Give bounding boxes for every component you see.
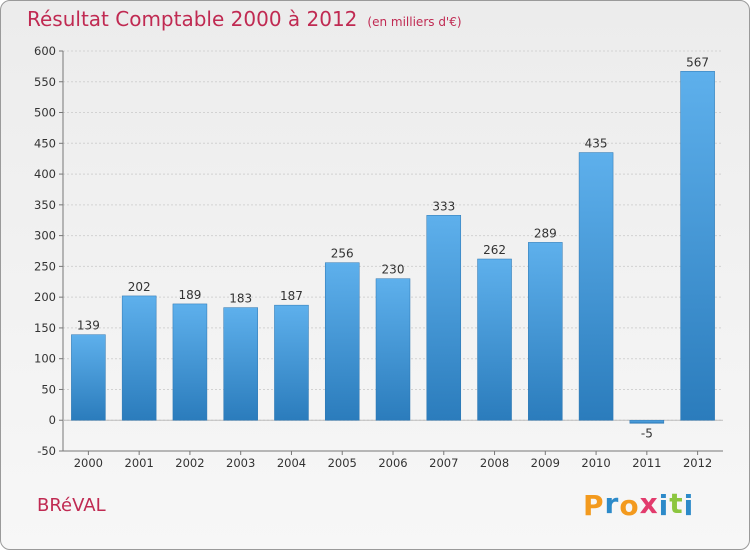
bar-2011 [629,419,665,424]
y-axis-ticks: -50 0 50 100 150 200 250 300 350 400 450 500 550 600 [34,44,63,458]
title-text: Résultat Comptable 2000 à 2012 [27,7,358,31]
data-label-2009: 289 [534,226,557,240]
bar-2008 [477,258,512,421]
chart-title: Résultat Comptable 2000 à 2012 (en millie… [27,7,462,31]
logo-letter: i [658,489,670,522]
bars [71,71,715,424]
data-label-2007: 333 [432,199,455,213]
x-tick-label-2009: 2009 [531,456,560,470]
y-tick-label: 300 [34,229,56,243]
data-label-2011: -5 [641,426,653,440]
bar-2010 [578,152,614,421]
logo-letter: P [583,489,605,522]
commune-name: BRéVAL [37,495,106,516]
data-label-2010: 435 [585,137,608,151]
bar-2000 [71,334,106,421]
data-label-2002: 189 [178,288,201,302]
data-label-2001: 202 [128,280,151,294]
x-tick-label-2012: 2012 [683,456,712,470]
x-tick-label-2008: 2008 [480,456,509,470]
bar-2003 [223,307,258,421]
y-tick-label: 250 [34,259,56,273]
x-tick-label-2007: 2007 [429,456,458,470]
bar-2012 [680,71,715,421]
y-tick-label: 600 [34,44,56,58]
x-tick-label-2002: 2002 [175,456,204,470]
y-tick-label: -50 [37,444,56,458]
data-label-2005: 256 [331,247,354,261]
logo-letter: i [683,489,695,522]
x-tick-label-2010: 2010 [581,456,610,470]
x-tick-label-2004: 2004 [277,456,306,470]
logo-letter: o [619,489,640,522]
y-tick-label: 200 [34,290,56,304]
logo-letter: x [639,487,659,520]
x-tick-label-2003: 2003 [226,456,255,470]
y-tick-label: 50 [41,382,56,396]
y-tick-label: 400 [34,167,56,181]
y-tick-label: 100 [34,352,56,366]
bar-2002 [172,303,208,421]
data-labels: 139 202 189 183 187 256 230 333 262 289 435 -5 567 [77,55,709,440]
bar-2001 [121,295,157,421]
x-axis-ticks: 2000 2001 2002 2003 2004 2005 2006 2007 2008 2009… [74,451,712,470]
bar-2007 [426,215,462,421]
logo-letter: t [669,487,684,520]
logo-letter: r [604,487,620,520]
data-label-2004: 187 [280,289,303,303]
x-tick-label-2001: 2001 [125,456,154,470]
y-tick-label: 350 [34,198,56,212]
x-tick-label-2005: 2005 [328,456,357,470]
bar-2009 [528,242,563,421]
y-tick-label: 150 [34,321,56,335]
y-tick-label: 550 [34,75,56,89]
data-label-2008: 262 [483,243,506,257]
y-tick-label: 450 [34,136,56,150]
data-label-2003: 183 [229,292,252,306]
data-label-2006: 230 [382,263,405,277]
bar-2004 [274,304,309,421]
x-tick-label-2011: 2011 [632,456,661,470]
y-tick-label: 0 [49,413,56,427]
y-tick-label: 500 [34,106,56,120]
proxiti-logo: Proxiti [583,487,695,522]
x-tick-label-2000: 2000 [74,456,103,470]
data-label-2000: 139 [77,319,100,333]
data-label-2012: 567 [686,55,709,69]
bar-2006 [375,278,411,421]
chart-subtitle: (en milliers d'€) [367,15,462,29]
x-tick-label-2006: 2006 [378,456,407,470]
bar-2005 [324,262,360,421]
